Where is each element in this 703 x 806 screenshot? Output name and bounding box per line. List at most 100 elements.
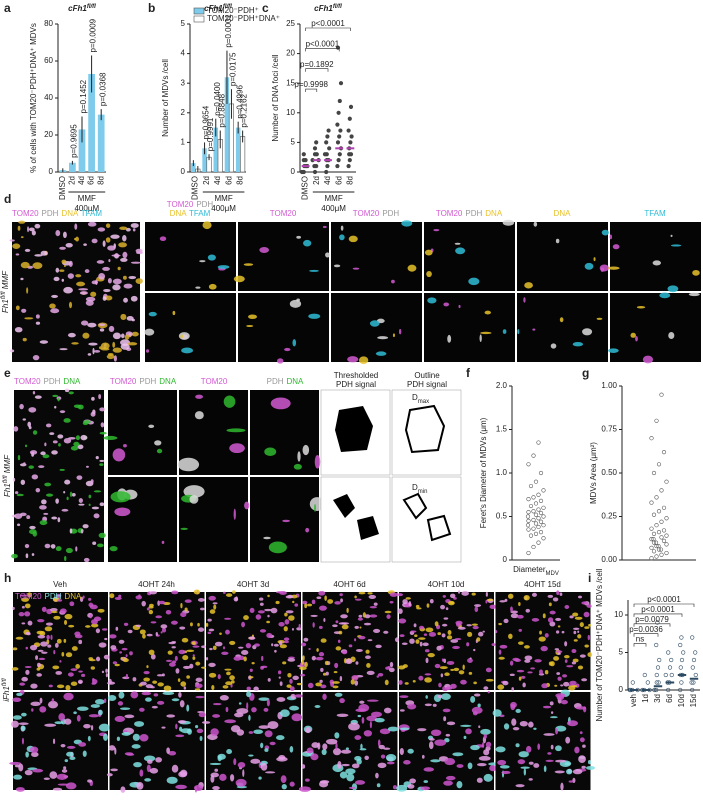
signal [20, 725, 26, 732]
y-tick-label: 10 [614, 610, 623, 619]
signal [377, 739, 381, 747]
signal [241, 621, 246, 628]
x-tick-label: 2d [68, 176, 77, 185]
signal [457, 590, 461, 594]
signal [289, 705, 300, 711]
signal [314, 455, 321, 469]
data-point [347, 152, 352, 157]
signal [462, 664, 465, 670]
data-point [531, 509, 536, 514]
signal [57, 517, 61, 523]
signal [100, 342, 110, 350]
signal [141, 691, 152, 696]
signal [365, 655, 371, 660]
signal [523, 768, 527, 776]
signal [31, 553, 35, 556]
signal [92, 541, 97, 545]
y-axis-label: Feret's Diameter of MDVs (μm) [479, 417, 488, 528]
signal [184, 607, 188, 612]
signal [194, 683, 203, 689]
signal [143, 677, 150, 682]
signal [358, 614, 363, 618]
signal [77, 444, 84, 450]
signal [34, 223, 41, 229]
signal [99, 463, 104, 467]
signal [522, 682, 526, 688]
signal [68, 391, 74, 395]
signal [66, 496, 69, 501]
signal [15, 253, 20, 256]
signal [424, 649, 430, 653]
signal [582, 744, 586, 748]
signal [289, 781, 295, 787]
signal [177, 720, 187, 724]
signal [105, 673, 109, 678]
signal [322, 693, 327, 700]
signal [554, 770, 565, 774]
channel-word: Outline [414, 371, 440, 380]
signal [52, 787, 63, 791]
data-point [526, 510, 531, 515]
signal [13, 426, 19, 432]
signal [258, 725, 270, 729]
label-base: D [412, 393, 418, 402]
signal [32, 354, 40, 361]
signal [327, 599, 334, 604]
data-point [649, 537, 654, 542]
data-point [664, 550, 669, 556]
signal [579, 731, 583, 735]
signal [61, 651, 65, 657]
signal [476, 777, 483, 783]
signal [291, 713, 303, 722]
signal [499, 600, 506, 603]
signal [65, 652, 73, 658]
signal [441, 623, 448, 627]
signal [469, 657, 472, 660]
data-point [348, 140, 353, 145]
signal [584, 644, 589, 648]
signal [352, 267, 360, 270]
data-point [654, 523, 659, 528]
signal [498, 649, 502, 655]
y-tick-label: 2 [181, 108, 186, 117]
border [391, 389, 462, 476]
signal [24, 543, 30, 549]
signal [334, 732, 340, 739]
signal [229, 640, 236, 645]
data-point [538, 530, 544, 535]
p-value: p=0.0368 [98, 72, 107, 106]
signal [103, 733, 108, 741]
signal [385, 754, 397, 762]
signal [15, 305, 20, 311]
data-point [630, 680, 635, 685]
signal [288, 615, 295, 621]
signal [489, 604, 497, 610]
bracket [633, 623, 671, 627]
signal [277, 670, 282, 675]
signal [55, 546, 62, 552]
signal [67, 273, 74, 279]
y-tick-label: 0.50 [601, 468, 617, 477]
signal [9, 761, 22, 765]
signal [70, 668, 78, 672]
signal [98, 394, 102, 400]
signal [178, 691, 182, 698]
signal [25, 646, 29, 650]
signal [527, 671, 533, 674]
channel-word: PDH [44, 377, 61, 386]
signal [75, 546, 78, 552]
channel-header: TOM20 PDH DNA [436, 209, 503, 218]
signal [172, 310, 176, 316]
signal [212, 645, 217, 651]
bar [88, 73, 95, 172]
signal [456, 780, 463, 789]
signal [525, 608, 530, 613]
signal [59, 246, 66, 250]
signal [112, 347, 122, 353]
signal [516, 669, 525, 673]
signal [307, 603, 313, 607]
signal [79, 291, 88, 295]
data-point [536, 507, 541, 512]
data-point [666, 650, 671, 655]
signal [80, 434, 88, 441]
